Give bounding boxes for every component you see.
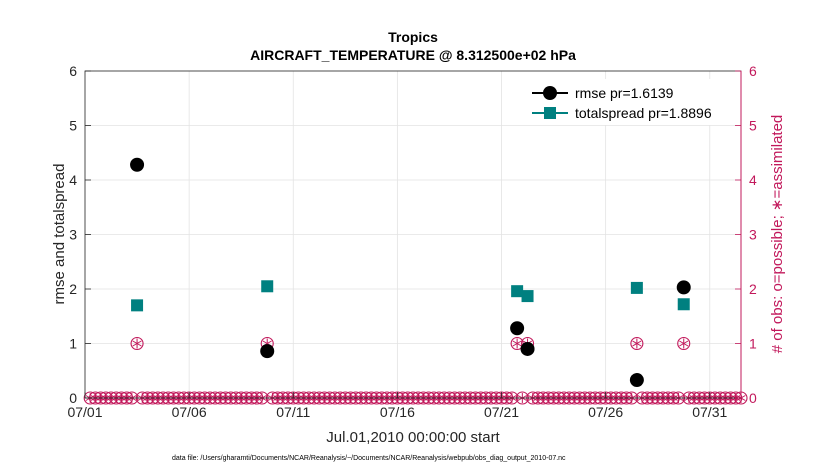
y-tick-label-right: 0 xyxy=(749,390,757,406)
x-axis-label: Jul.01,2010 00:00:00 start xyxy=(326,429,500,446)
rmse-point xyxy=(676,280,691,295)
x-tick-label: 07/11 xyxy=(276,404,310,420)
x-tick-label: 07/06 xyxy=(172,404,207,420)
rmse-point xyxy=(260,344,275,359)
obs-possible-marker xyxy=(677,336,691,351)
y-tick-label-right: 4 xyxy=(749,172,757,188)
obs-possible-marker xyxy=(630,336,644,351)
x-tick-label: 07/16 xyxy=(380,404,415,420)
y-tick-label-right: 5 xyxy=(749,118,757,134)
legend: rmse pr=1.6139 totalspread pr=1.8896 xyxy=(526,79,737,125)
y-tick-label: 3 xyxy=(69,227,77,243)
y-tick-label: 6 xyxy=(69,63,77,79)
obs-possible-marker xyxy=(510,336,524,351)
y-axis-label-right: # of obs: o=possible; ∗=assimilated xyxy=(769,115,786,354)
y-tick-label: 5 xyxy=(69,118,77,134)
legend-totalspread-label: totalspread pr=1.8896 xyxy=(575,105,712,121)
obs-assimilated-marker xyxy=(632,338,642,349)
x-tick-label: 07/21 xyxy=(484,404,519,420)
legend-box xyxy=(526,79,737,125)
legend-totalspread-marker xyxy=(544,107,556,119)
x-tick-label: 07/26 xyxy=(588,404,623,420)
y-tick-label: 0 xyxy=(69,390,77,406)
x-tick-label: 07/31 xyxy=(692,404,727,420)
totalspread-point xyxy=(261,280,274,293)
legend-rmse-label: rmse pr=1.6139 xyxy=(575,85,674,101)
y-tick-label-right: 1 xyxy=(749,336,757,352)
rmse-point xyxy=(520,341,535,356)
totalspread-point xyxy=(521,290,534,303)
legend-rmse-marker xyxy=(543,86,557,100)
y-tick-label-right: 2 xyxy=(749,281,757,297)
totalspread-point xyxy=(131,299,144,312)
rmse-point xyxy=(629,373,644,388)
y-tick-label-right: 6 xyxy=(749,63,757,79)
data-series xyxy=(130,157,691,388)
y-axis-label: rmse and totalspread xyxy=(51,164,68,305)
y-tick-label: 2 xyxy=(69,281,77,297)
totalspread-point xyxy=(630,281,643,294)
rmse-point xyxy=(510,321,525,336)
y-tick-label: 4 xyxy=(69,172,77,188)
ticks: 07/01 07/06 07/11 07/16 07/21 07/26 07/31 0 1 2 3 4… xyxy=(67,63,757,420)
chart-title: Tropics xyxy=(388,29,438,45)
totalspread-point xyxy=(511,285,524,298)
y-tick-label: 1 xyxy=(69,336,77,352)
totalspread-point xyxy=(677,298,690,311)
x-tick-label: 07/01 xyxy=(67,404,102,420)
obs-assimilated-marker xyxy=(512,338,522,349)
rmse-point xyxy=(130,157,145,172)
footnote: data file: /Users/gharamti/Documents/NCA… xyxy=(172,455,566,462)
obs-possible-marker xyxy=(130,336,144,351)
chart-subtitle: AIRCRAFT_TEMPERATURE @ 8.312500e+02 hPa xyxy=(250,47,576,63)
obs-assimilated-marker xyxy=(679,338,689,349)
obs-assimilated-marker xyxy=(132,338,142,349)
y-tick-label-right: 3 xyxy=(749,227,757,243)
